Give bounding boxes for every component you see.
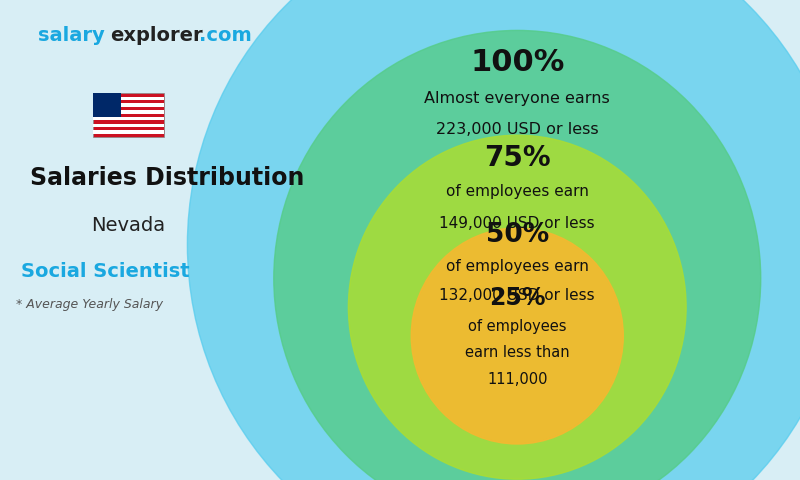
Ellipse shape	[411, 228, 623, 444]
Ellipse shape	[187, 0, 800, 480]
FancyBboxPatch shape	[93, 117, 164, 120]
Text: Almost everyone earns: Almost everyone earns	[424, 91, 610, 106]
FancyBboxPatch shape	[93, 93, 122, 117]
Text: 25%: 25%	[489, 286, 546, 310]
Text: of employees earn: of employees earn	[446, 259, 589, 274]
Text: .com: .com	[199, 26, 252, 46]
Text: 132,000 USD or less: 132,000 USD or less	[439, 288, 595, 303]
Text: earn less than: earn less than	[465, 345, 570, 360]
Text: 75%: 75%	[484, 144, 550, 172]
FancyBboxPatch shape	[93, 124, 164, 127]
FancyBboxPatch shape	[93, 93, 164, 137]
Text: 50%: 50%	[486, 222, 549, 248]
FancyBboxPatch shape	[93, 96, 164, 100]
Text: explorer: explorer	[110, 26, 203, 46]
Text: of employees earn: of employees earn	[446, 184, 589, 200]
Ellipse shape	[274, 30, 761, 480]
Text: Social Scientist: Social Scientist	[21, 262, 190, 281]
Text: of employees: of employees	[468, 319, 566, 334]
Text: 111,000: 111,000	[487, 372, 547, 387]
FancyBboxPatch shape	[93, 103, 164, 107]
FancyBboxPatch shape	[93, 131, 164, 134]
Text: * Average Yearly Salary: * Average Yearly Salary	[16, 298, 162, 312]
Text: 149,000 USD or less: 149,000 USD or less	[439, 216, 595, 231]
Text: salary: salary	[38, 26, 105, 46]
Text: Salaries Distribution: Salaries Distribution	[30, 166, 305, 190]
Text: Nevada: Nevada	[91, 216, 166, 235]
Ellipse shape	[348, 135, 686, 479]
Text: 223,000 USD or less: 223,000 USD or less	[436, 122, 598, 137]
Text: 100%: 100%	[470, 48, 565, 77]
FancyBboxPatch shape	[93, 110, 164, 113]
